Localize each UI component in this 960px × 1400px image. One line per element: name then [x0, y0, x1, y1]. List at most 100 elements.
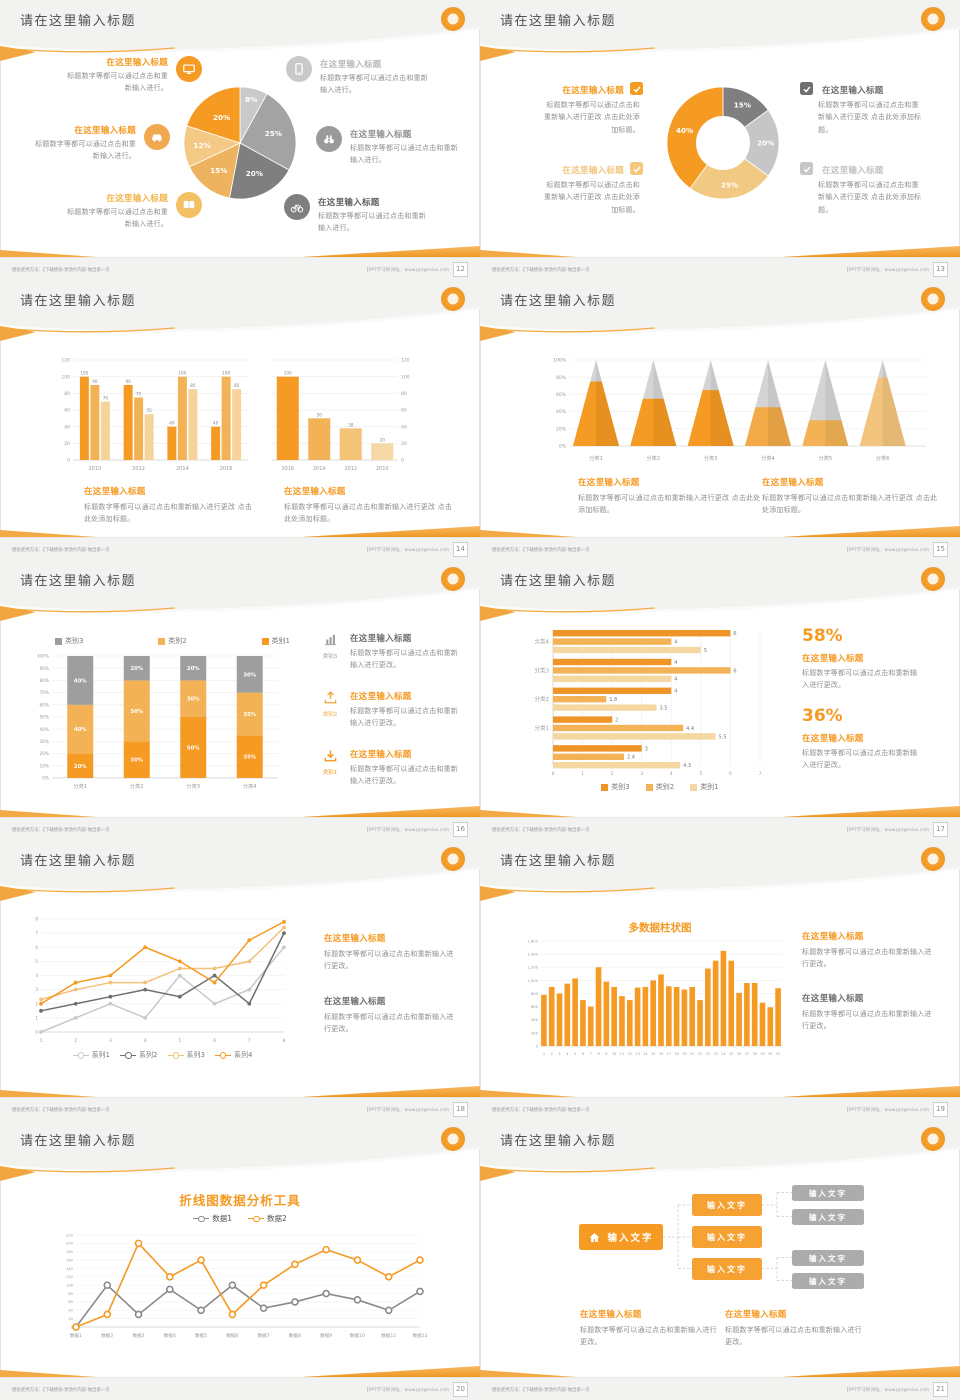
data-point	[143, 987, 148, 992]
data-point	[39, 1030, 43, 1034]
svg-text:40: 40	[169, 421, 175, 426]
bar	[572, 978, 578, 1046]
slide-preview-21[interactable]: 请在这里输入标题 输入文字 输入文字 输入文字 输入文字 输入文字 输入文字 输…	[480, 1120, 960, 1400]
slide-title: 请在这里输入标题	[500, 1134, 617, 1149]
svg-text:0: 0	[536, 1043, 539, 1048]
slide-preview-14[interactable]: 请在这里输入标题 0 20 40 60 80 100 120 100 90 70 2010 90 75 5…	[0, 280, 480, 560]
svg-text:20%: 20%	[74, 764, 87, 770]
svg-text:5: 5	[704, 648, 707, 654]
bar	[642, 986, 649, 1046]
chart-legend: 类别3 类别2 类别1	[55, 636, 290, 646]
slide-preview-19[interactable]: 请在这里输入标题 多数据柱状图 0 200 400 600 800 1,000 1,200 1…	[480, 840, 960, 1120]
bar	[144, 414, 154, 460]
slide-title: 请在这里输入标题	[20, 14, 137, 29]
slide-title: 请在这里输入标题	[20, 1134, 137, 1149]
footer-left-text: 模板使用方法：【下载模板-更改片内容-做出第一页	[12, 546, 110, 552]
corner-ribbon-left	[0, 250, 110, 258]
org-leaf-node[interactable]: 输入文字	[792, 1273, 864, 1289]
slide-title: 请在这里输入标题	[20, 854, 137, 869]
block-heading: 在这里输入标题	[84, 487, 146, 497]
svg-text:2010: 2010	[89, 466, 102, 472]
hbar	[553, 753, 624, 760]
slide-preview-12[interactable]: 请在这里输入标题 8% 25% 20% 15% 12% 20% 在这里输入标题 标题数字等…	[0, 0, 480, 280]
hbar-chart: 0 1 2 3 4 5 6 7 6 4 5 分类4 4 6 4 分类3 4 1.8 3.5 分类2 2 4.4 5.5 分类1…	[526, 626, 766, 778]
legend-item: 类别3	[601, 782, 630, 792]
item-body: 标题数字等都可以通过点击和重新输入进行更改。	[350, 707, 458, 728]
slide-preview-20[interactable]: 请在这里输入标题 折线图数据分析工具 数据1 数据2 0 20 40 60 80 100 1…	[0, 1120, 480, 1400]
svg-text:60: 60	[68, 1300, 73, 1304]
page-number: 17	[933, 821, 948, 837]
data-point	[291, 1260, 299, 1269]
item-heading: 在这里输入标题	[320, 60, 382, 70]
slide-preview-17[interactable]: 请在这里输入标题 0 1 2 3 4 5 6 7 6 4 5 分类4 4 6 4 分类3 4 1.8 3.5 分类2 2…	[480, 560, 960, 840]
bar	[90, 385, 100, 460]
org-leaf-node[interactable]: 输入文字	[792, 1250, 864, 1266]
svg-text:90: 90	[125, 379, 131, 384]
slide-preview-13[interactable]: 请在这里输入标题 15% 20% 25% 40% 在这里输入标题 标题数字等都可以通过…	[480, 0, 960, 280]
stacked-segment	[180, 656, 207, 681]
data-point	[103, 1281, 112, 1289]
footer-left-text: 模板使用方法：【下载模板-更改片内容-做出第一页	[492, 826, 590, 832]
svg-text:1: 1	[35, 1015, 38, 1020]
data-point	[353, 1296, 362, 1304]
svg-text:35%: 35%	[243, 755, 256, 761]
stacked-segment	[236, 735, 263, 778]
svg-text:90%: 90%	[39, 666, 49, 672]
svg-text:80: 80	[64, 391, 70, 397]
corner-ribbon-left	[480, 1090, 590, 1098]
chart-canvas: 0% 10% 20% 30% 40% 50% 60% 70% 80% 90% 100% 20% 40% 4…	[37, 654, 278, 790]
svg-text:8: 8	[35, 917, 38, 922]
bar	[134, 397, 144, 460]
stacked-segment	[67, 704, 94, 754]
legend-item: 类别2	[158, 636, 187, 646]
corner-ribbon-left	[0, 1370, 110, 1378]
data-point	[416, 1256, 424, 1264]
svg-text:0: 0	[67, 458, 70, 464]
svg-text:4: 4	[674, 689, 677, 695]
svg-text:数据12: 数据12	[412, 1332, 427, 1339]
stat-heading: 在这里输入标题	[802, 734, 864, 744]
bar	[626, 1000, 633, 1046]
org-leaf-node[interactable]: 输入文字	[792, 1209, 864, 1225]
svg-text:600: 600	[531, 1004, 539, 1009]
org-root-node[interactable]: 输入文字	[579, 1224, 663, 1250]
block-body: 标题数字等都可以通过点击和重新输入进行更改。	[725, 1326, 862, 1347]
block-heading: 在这里输入标题	[725, 1310, 787, 1320]
bar	[221, 376, 231, 460]
svg-text:85: 85	[234, 383, 240, 388]
svg-text:数据3: 数据3	[132, 1332, 144, 1339]
svg-text:分类4: 分类4	[535, 638, 550, 646]
bar	[720, 950, 727, 1046]
svg-text:60%: 60%	[39, 702, 49, 708]
chart-canvas: 0 20 40 60 80 100 120 140 160 180 200 220 数据1 数据2 数据3 数…	[66, 1233, 427, 1339]
data-point	[259, 1281, 268, 1289]
page-number: 18	[453, 1101, 468, 1117]
svg-text:100%: 100%	[37, 654, 49, 660]
school-badge-logo	[922, 8, 944, 30]
svg-text:22: 22	[706, 1052, 710, 1056]
pie-slice	[722, 109, 780, 177]
svg-text:30%: 30%	[130, 758, 143, 764]
svg-text:15%: 15%	[734, 101, 751, 110]
svg-text:40%: 40%	[74, 727, 87, 733]
corner-ribbon-left	[480, 250, 590, 258]
org-mid-node[interactable]: 输入文字	[692, 1226, 762, 1248]
pyramid-fill	[573, 381, 619, 446]
org-mid-node[interactable]: 输入文字	[692, 1258, 762, 1280]
slide-preview-16[interactable]: 请在这里输入标题 类别3 类别2 类别1 0% 10% 20% 30% 40% 50% 60…	[0, 560, 480, 840]
svg-text:分类4: 分类4	[243, 782, 257, 790]
svg-text:2: 2	[551, 1052, 553, 1056]
footer-left-text: 模板使用方法：【下载模板-更改片内容-做出第一页	[12, 826, 110, 832]
stacked-segment	[236, 656, 263, 693]
svg-text:60: 60	[64, 408, 70, 414]
svg-text:40%: 40%	[74, 678, 87, 684]
org-mid-node[interactable]: 输入文字	[692, 1194, 762, 1216]
slide-preview-15[interactable]: 请在这里输入标题 0% 20% 40% 60% 80% 100% 分类1 分类2 分类3 分类4 分…	[480, 280, 960, 560]
org-leaf-node[interactable]: 输入文字	[792, 1185, 864, 1201]
chart-title: 折线图数据分析工具	[179, 1193, 301, 1208]
legend-item: 系列2	[120, 1050, 158, 1060]
svg-text:1.8: 1.8	[609, 697, 617, 703]
data-point	[212, 973, 217, 978]
node-label: 输入文字	[607, 1233, 654, 1244]
